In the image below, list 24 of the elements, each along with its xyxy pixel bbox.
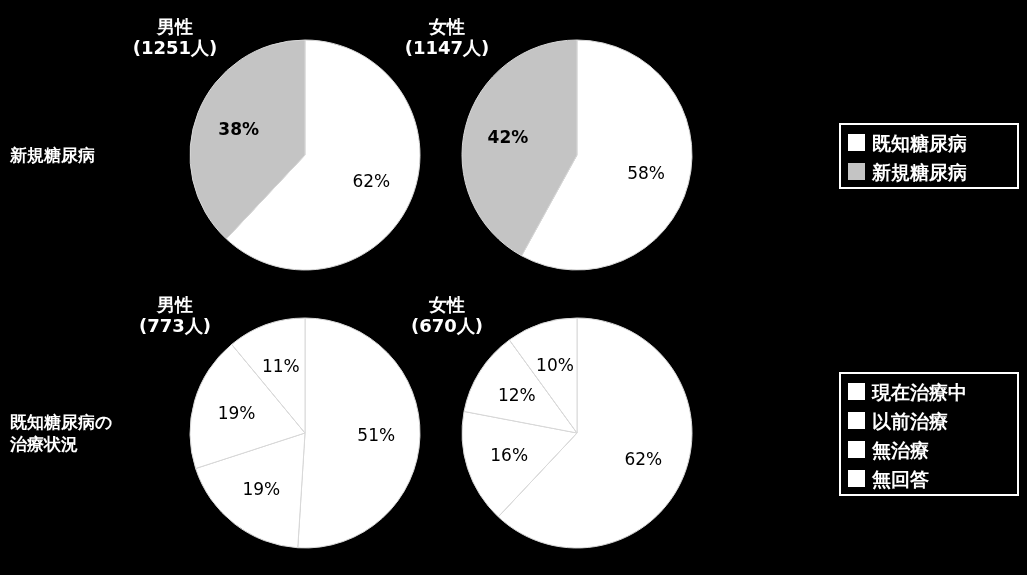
legend-label: 無治療 bbox=[871, 439, 929, 461]
data-label: 12% bbox=[497, 384, 536, 405]
data-label: 51% bbox=[357, 425, 396, 446]
text: 既知糖尿病の治療状況 bbox=[9, 412, 112, 454]
data-label: 62% bbox=[624, 449, 663, 470]
data-label: 10% bbox=[536, 355, 574, 376]
data-label: 19% bbox=[242, 479, 281, 500]
chart-title: 女性 (670人) bbox=[410, 294, 484, 336]
data-label: 42% bbox=[487, 127, 529, 148]
chart-title: 女性 (1147人) bbox=[404, 16, 490, 58]
data-label: 62% bbox=[352, 171, 391, 192]
chart-title: 男性 (773人) bbox=[138, 294, 212, 336]
legend-label: 無回答 bbox=[871, 468, 929, 490]
data-label: 19% bbox=[217, 403, 256, 424]
data-label: 58% bbox=[627, 162, 665, 183]
chart-title: 男性 (1251人) bbox=[132, 16, 218, 58]
legend-label: 現在治療中 bbox=[871, 381, 967, 403]
data-label: 16% bbox=[490, 445, 529, 466]
legend-label: 既知糖尿病 bbox=[872, 132, 967, 154]
data-label: 11% bbox=[261, 355, 300, 376]
legend-label: 以前治療 bbox=[872, 410, 948, 432]
slice-label: 新規糖尿病 bbox=[9, 145, 95, 165]
data-label: 38% bbox=[218, 118, 260, 139]
legend-label: 新規糖尿病 bbox=[871, 161, 967, 183]
